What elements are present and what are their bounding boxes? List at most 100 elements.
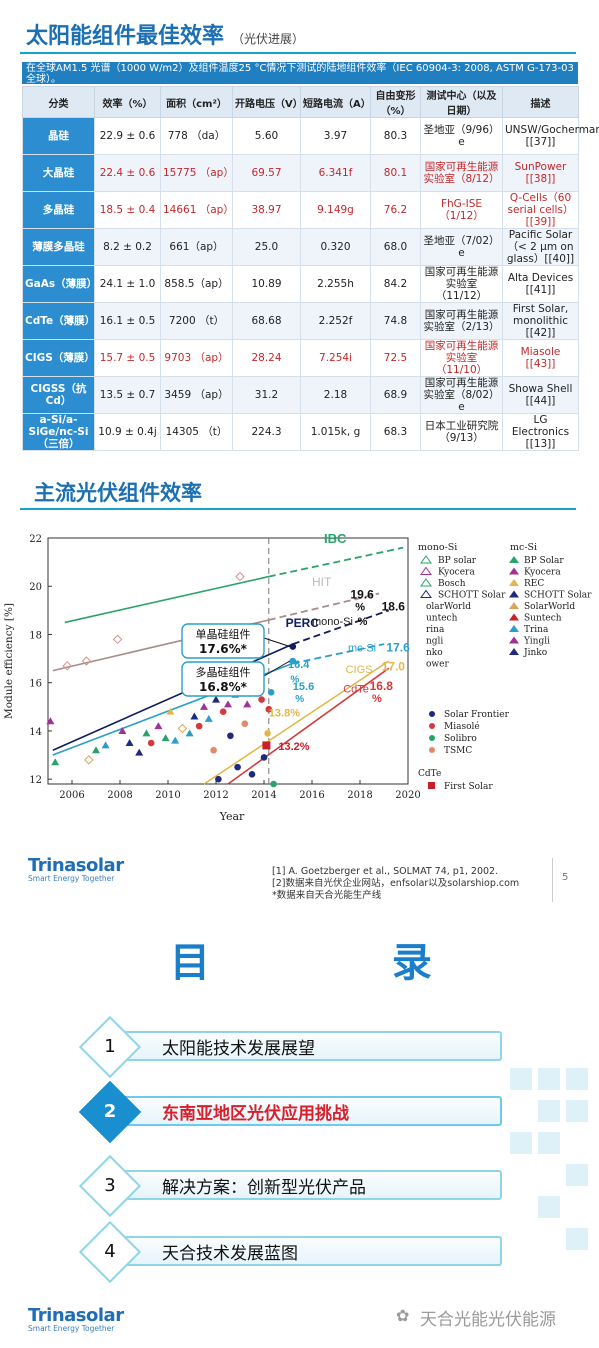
table-cell-ff: 68.0 bbox=[370, 228, 421, 266]
chart-annotation: 16.8 bbox=[370, 679, 394, 693]
legend-item: First Solar bbox=[444, 782, 493, 792]
legend-item: SolarWorld bbox=[524, 602, 575, 612]
legend-marker bbox=[509, 590, 519, 598]
chart-annotation: IBC bbox=[324, 531, 347, 546]
table-cell-cat: GaAs（薄膜） bbox=[22, 265, 97, 303]
chart-annotation: PERC bbox=[286, 616, 320, 630]
data-point bbox=[248, 771, 256, 778]
toc-number: 4 bbox=[104, 1241, 116, 1262]
table-cell-eff: 18.5 ± 0.4 bbox=[94, 191, 161, 229]
y-axis-label: Module efficiency [%] bbox=[3, 603, 15, 719]
data-point bbox=[289, 657, 297, 665]
data-point bbox=[215, 775, 222, 783]
wechat-icon: ✿ bbox=[396, 1306, 410, 1325]
page-divider bbox=[552, 858, 553, 902]
data-point bbox=[62, 661, 72, 671]
data-point bbox=[135, 748, 144, 756]
table-header-cell: 短路电流（A） bbox=[300, 86, 371, 118]
table-cell-voc: 68.68 bbox=[232, 302, 301, 340]
table-cell-ff: 76.2 bbox=[370, 191, 421, 229]
y-tick-label: 20 bbox=[29, 582, 42, 593]
toc-number: 1 bbox=[104, 1036, 116, 1057]
x-axis-label: Year bbox=[219, 810, 245, 823]
table-cell-center: 圣地亚（7/02）e bbox=[420, 228, 503, 266]
toc-item-4[interactable]: 4 天合技术发展蓝图 bbox=[78, 1220, 512, 1284]
data-point bbox=[235, 571, 245, 582]
table-cell-voc: 31.2 bbox=[232, 376, 301, 414]
data-point bbox=[224, 700, 232, 708]
data-point bbox=[177, 723, 188, 734]
chart-annotation: mono-Si bbox=[312, 616, 353, 628]
data-point bbox=[212, 695, 220, 703]
legend-marker bbox=[509, 556, 519, 563]
trend-projection-ibc bbox=[268, 546, 404, 578]
chart-annotation: CIGS bbox=[346, 664, 373, 676]
legend-marker bbox=[429, 747, 435, 753]
toc-bar bbox=[122, 1096, 502, 1126]
table-cell-area: 14305 （t） bbox=[160, 413, 233, 451]
legend-cdte-title: CdTe bbox=[418, 769, 441, 779]
toc-item-1[interactable]: 1 太阳能技术发展展望 bbox=[78, 1015, 512, 1079]
table-cell-cat: CdTe（薄膜） bbox=[22, 302, 95, 340]
chart-annotation: 18.6 bbox=[382, 599, 406, 613]
x-tick-label: 2008 bbox=[107, 790, 132, 801]
table-row: a-Si/a-SiGe/nc-Si（三倍） 10.9 ± 0.4j 14305 （t… bbox=[22, 413, 579, 451]
table-cell-area: 858.5（ap） bbox=[160, 265, 233, 303]
data-point bbox=[147, 739, 155, 747]
table-header-cell: 开路电压（V） bbox=[232, 86, 303, 118]
chart-annotation: 17.0 bbox=[382, 660, 406, 674]
table-cell-ff: 80.3 bbox=[370, 117, 421, 155]
chart-annotation: 15.6 bbox=[293, 681, 314, 693]
trinasolar-logo: Trinasolar Smart Energy Together bbox=[28, 855, 124, 883]
references: [1] A. Goetzberger et al., SOLMAT 74, p1… bbox=[272, 866, 519, 902]
callout-line1: 单晶硅组件 bbox=[196, 627, 251, 641]
table-cell-center: 国家可再生能源实验室（2/13） bbox=[420, 302, 503, 340]
data-point bbox=[118, 726, 127, 734]
table-cell-eff: 13.5 ± 0.7 bbox=[94, 376, 161, 414]
brand-tagline: Smart Energy Together bbox=[28, 874, 115, 883]
table-cell-ff: 68.3 bbox=[370, 413, 421, 451]
callout-line1: 多晶硅组件 bbox=[196, 665, 251, 679]
efficiency-chart: 2006 2008 2010 2012 2014 2016 2018 202012141618… bbox=[3, 531, 592, 823]
table-cell-desc: Alta Devices [[41]] bbox=[502, 265, 579, 303]
data-point bbox=[190, 712, 199, 720]
trend-projection-hit bbox=[268, 592, 380, 621]
data-point bbox=[260, 754, 268, 761]
table-cell-area: 661（ap） bbox=[160, 228, 233, 266]
decor-square bbox=[538, 1196, 560, 1218]
trend-line-cigs bbox=[203, 660, 390, 785]
table-row: CIGS（薄膜） 15.7 ± 0.5 9703 （ap） 28.24 7.254i 72… bbox=[22, 339, 579, 377]
toc-item-3[interactable]: 3 解决方案：创新型光伏产品 bbox=[78, 1154, 512, 1218]
data-point bbox=[204, 714, 213, 722]
x-tick-label: 2020 bbox=[395, 790, 420, 801]
chart-annotation: % bbox=[290, 675, 299, 686]
toc-label: 太阳能技术发展展望 bbox=[162, 1039, 315, 1059]
y-tick-label: 22 bbox=[29, 534, 42, 545]
table-cell-voc: 25.0 bbox=[232, 228, 301, 266]
x-tick-label: 2018 bbox=[347, 790, 372, 801]
table-cell-desc: Q-Cells（60 serial cells）[[39]] bbox=[502, 191, 579, 229]
y-tick-label: 16 bbox=[29, 679, 42, 690]
data-point bbox=[267, 689, 275, 696]
table-cell-isc: 9.149g bbox=[300, 191, 371, 229]
chart-annotation: % bbox=[295, 694, 304, 705]
toc-item-2[interactable]: 2 东南亚地区光伏应用挑战 bbox=[78, 1080, 512, 1144]
legend-marker bbox=[429, 711, 435, 717]
table-cell-desc: SunPower [[38]] bbox=[502, 154, 579, 192]
table-cell-eff: 16.1 ± 0.5 bbox=[94, 302, 161, 340]
decor-square bbox=[510, 1068, 532, 1090]
callout-pointer bbox=[263, 637, 290, 648]
data-point bbox=[81, 656, 92, 666]
plot-frame bbox=[47, 537, 409, 785]
table-cell-ff: 68.9 bbox=[370, 376, 421, 414]
data-point bbox=[270, 780, 277, 788]
data-point bbox=[51, 758, 60, 766]
reference-1: [1] A. Goetzberger et al., SOLMAT 74, p1… bbox=[272, 866, 499, 877]
toc-label: 东南亚地区光伏应用挑战 bbox=[162, 1104, 349, 1124]
callout-pointer bbox=[263, 660, 291, 677]
legend-marker bbox=[509, 648, 519, 655]
chart-annotation: % bbox=[372, 693, 382, 705]
data-point bbox=[219, 708, 227, 715]
table-cell-cat: 薄膜多晶硅 bbox=[22, 228, 95, 266]
legend-marker bbox=[429, 723, 435, 729]
